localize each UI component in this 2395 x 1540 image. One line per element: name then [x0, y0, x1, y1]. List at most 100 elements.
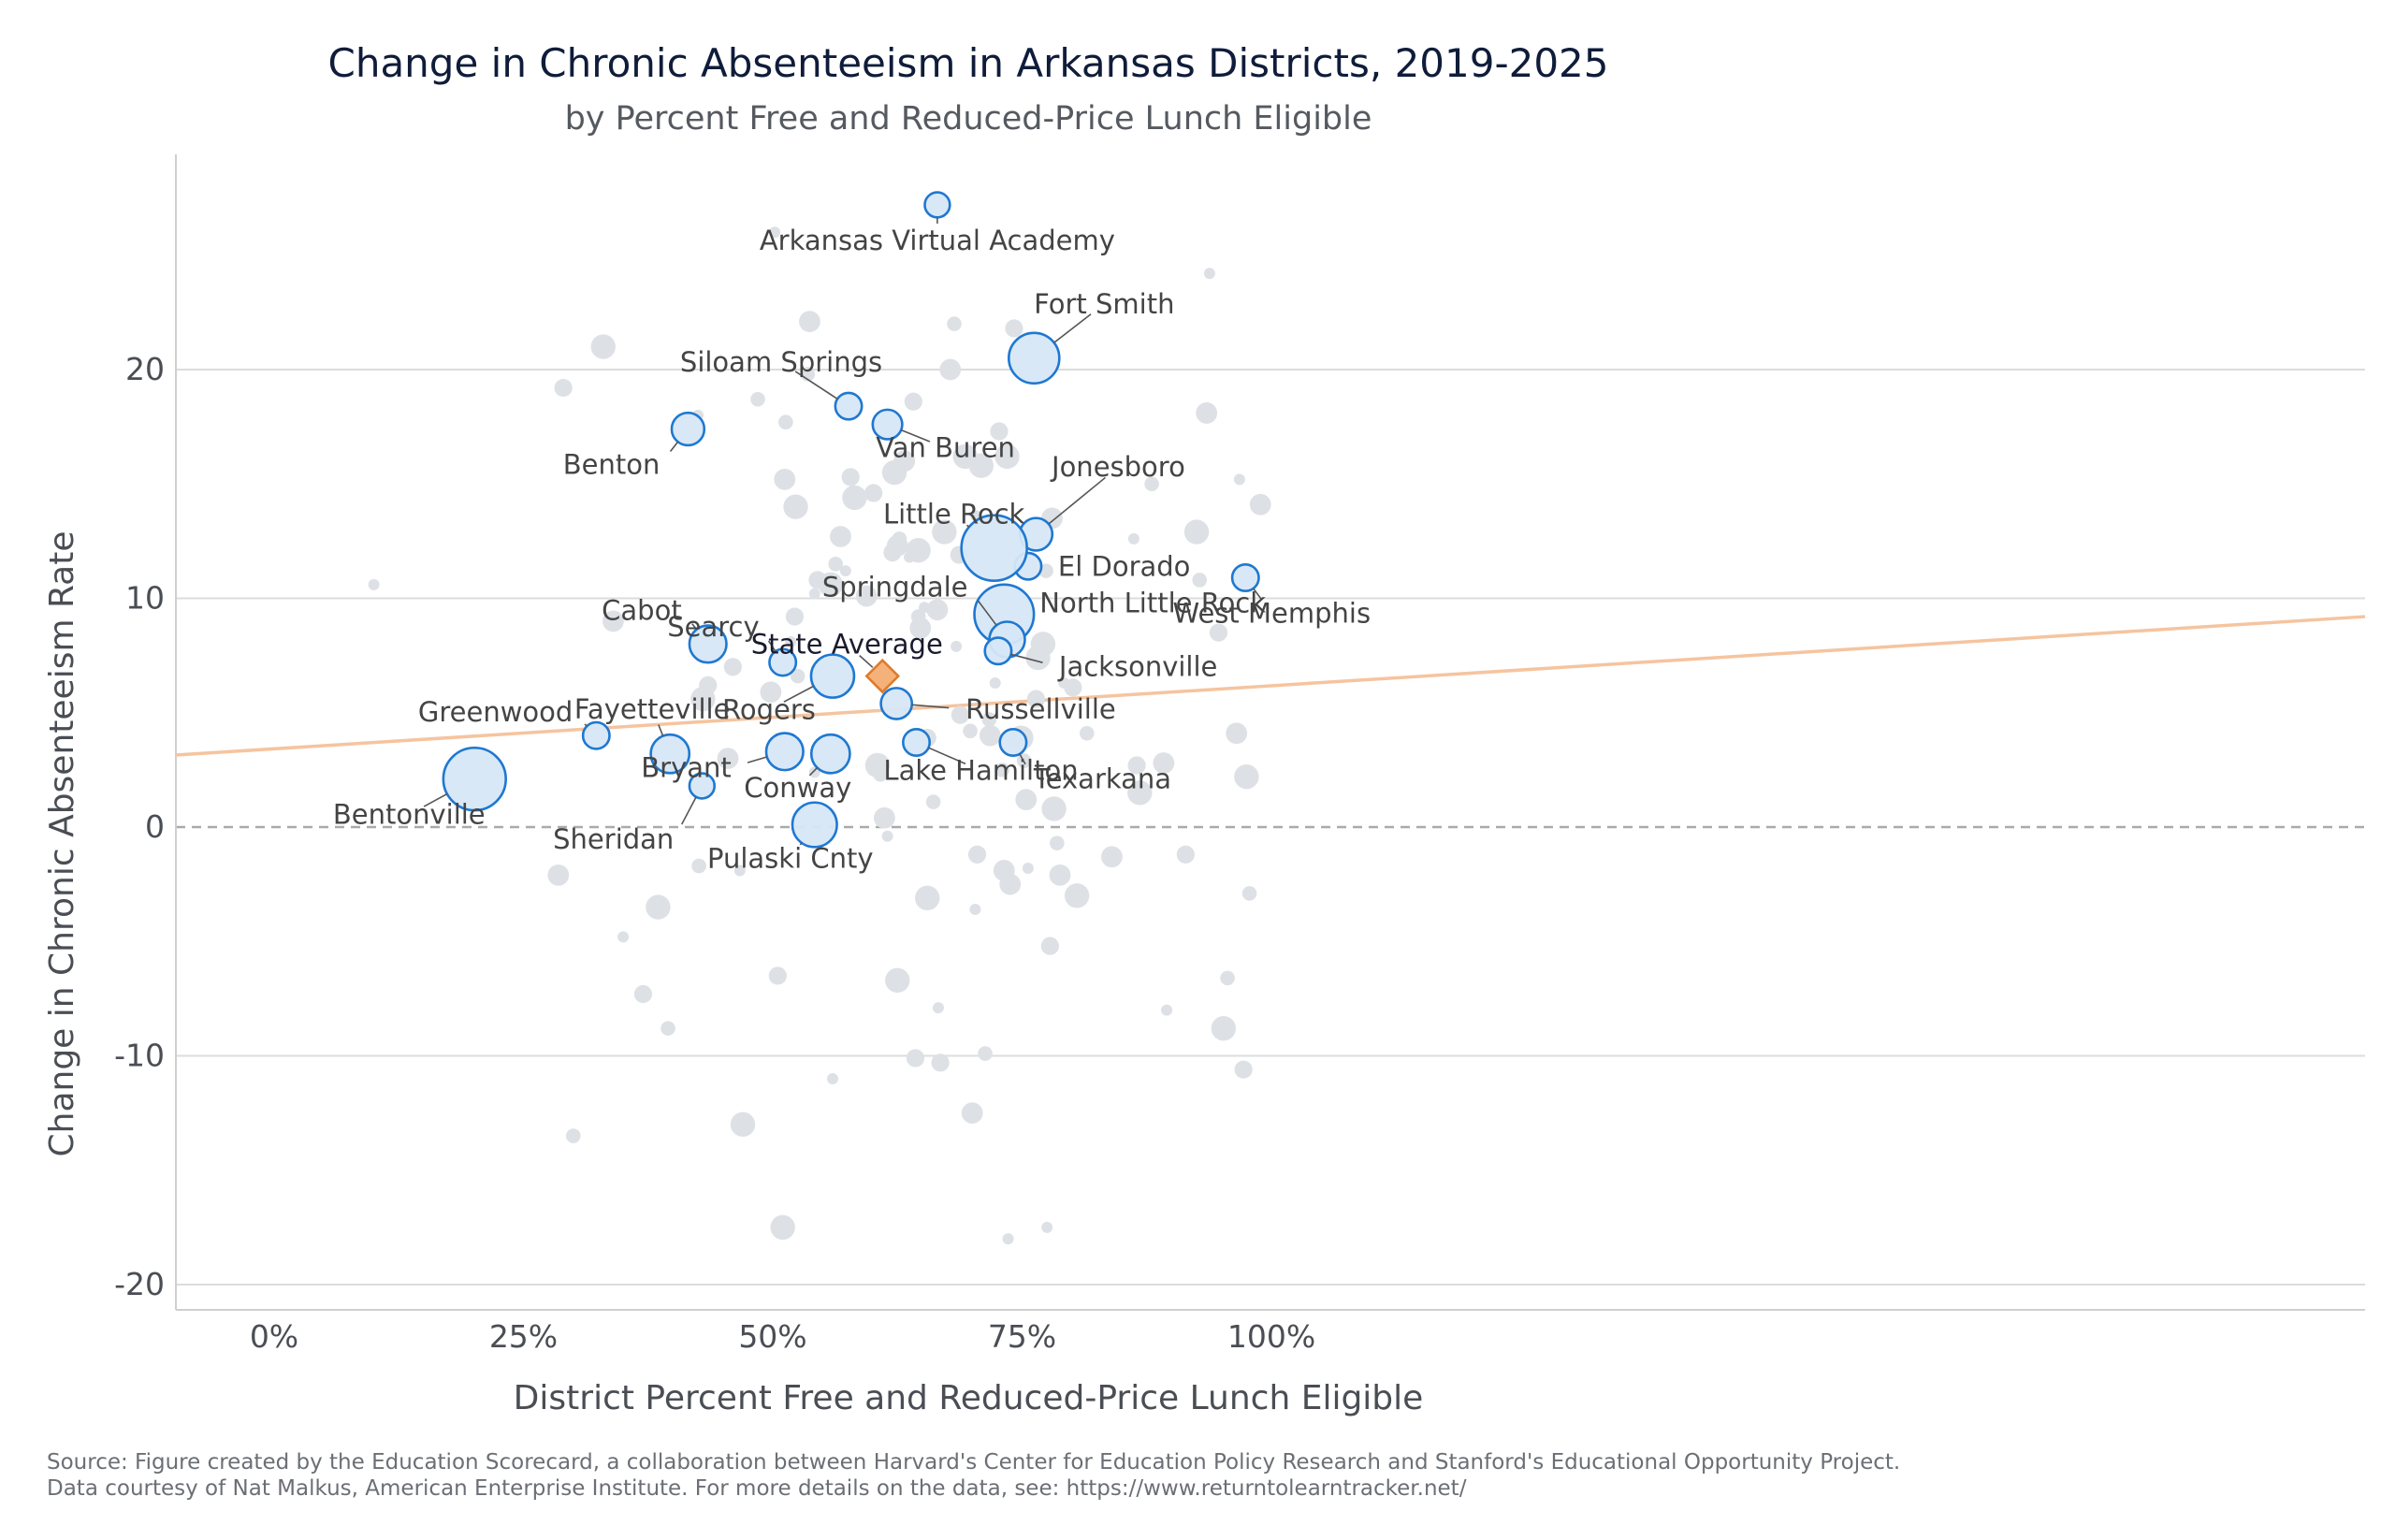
district-point: [1007, 331, 1061, 385]
district-label: North Little Rock: [1039, 588, 1266, 619]
district-point: [923, 191, 951, 219]
background-point: [873, 766, 888, 782]
background-point: [1026, 690, 1046, 708]
background-point: [1203, 268, 1215, 280]
label-leader-line: [808, 766, 819, 777]
background-point: [1211, 1015, 1237, 1041]
background-point: [1015, 789, 1038, 811]
background-point: [1064, 883, 1090, 908]
background-point: [841, 468, 860, 487]
background-point: [932, 519, 957, 545]
district-point: [879, 687, 914, 720]
district-label: Lake Hamilton: [883, 755, 1078, 787]
label-leader-line: [691, 623, 698, 631]
label-leader-line: [900, 429, 931, 443]
source-line-2: Data courtesy of Nat Malkus, American En…: [47, 1476, 1467, 1501]
background-point: [1233, 473, 1245, 486]
background-point: [1209, 623, 1228, 642]
background-point: [1249, 493, 1271, 516]
district-point: [649, 733, 691, 775]
background-point: [1196, 402, 1218, 424]
grid-lines: [176, 369, 2365, 1286]
background-point: [633, 984, 653, 1004]
label-leader-line: [977, 600, 997, 626]
label-leader-line: [859, 655, 874, 668]
background-point: [926, 599, 949, 621]
background-point: [979, 724, 1001, 747]
y-tick-label: 0: [145, 808, 165, 845]
background-point: [1127, 756, 1146, 775]
background-point: [886, 534, 908, 557]
background-point: [1041, 1221, 1053, 1233]
source-line-1: Source: Figure created by the Education …: [47, 1450, 1900, 1475]
chart-title: Change in Chronic Absenteeism in Arkansa…: [328, 40, 1609, 86]
background-point: [1176, 845, 1195, 864]
background-point: [855, 585, 878, 607]
background-point: [932, 1002, 944, 1014]
background-point: [851, 490, 867, 505]
background-point: [925, 794, 941, 809]
district-point: [998, 728, 1028, 758]
background-point: [554, 378, 573, 398]
x-tick-label: 50%: [738, 1318, 806, 1355]
background-point: [909, 617, 932, 639]
background-point: [1005, 319, 1023, 338]
background-point: [778, 414, 793, 430]
background-point: [799, 311, 820, 333]
y-tick-label: -20: [114, 1266, 165, 1302]
background-point: [931, 1053, 950, 1072]
background-point: [717, 748, 739, 770]
background-point: [368, 578, 380, 590]
background-point: [1041, 796, 1067, 821]
background-point: [646, 894, 671, 920]
background-point: [566, 1128, 581, 1143]
background-point: [963, 723, 978, 739]
y-axis-title: Change in Chronic Absenteeism Rate: [43, 530, 81, 1156]
district-labels: Arkansas Virtual Academy Fort Smith Siloam…: [333, 217, 1371, 875]
background-point: [881, 830, 893, 842]
background-point: [690, 686, 716, 712]
label-leader-line: [1010, 653, 1043, 663]
background-point: [994, 443, 1020, 470]
background-point: [904, 392, 922, 411]
district-point: [688, 624, 728, 664]
chart-subtitle: by Percent Free and Reduced-Price Lunch …: [565, 100, 1372, 138]
state-average-marker-group: [864, 658, 901, 694]
background-point: [1153, 752, 1175, 774]
background-point: [808, 588, 820, 600]
label-leader-line: [1053, 313, 1092, 343]
background-point: [1002, 1233, 1014, 1245]
district-point: [960, 514, 1028, 583]
district-label: Van Buren: [876, 432, 1015, 464]
district-label: Rogers: [722, 694, 816, 726]
background-point: [1220, 970, 1235, 986]
background-point: [1064, 678, 1082, 697]
background-point: [723, 658, 742, 676]
tick-labels: 0% 25% 50% 75% 100% -20 -10 0 10 20: [114, 351, 1315, 1355]
district-point: [1230, 562, 1260, 592]
label-leader-line: [783, 685, 815, 703]
background-point: [906, 537, 931, 563]
district-label: Jonesboro: [1050, 451, 1185, 483]
x-tick-label: 0%: [250, 1318, 298, 1355]
background-point: [951, 640, 963, 652]
background-point: [978, 1046, 993, 1061]
label-leader-line: [680, 796, 697, 825]
district-label: Little Rock: [883, 499, 1025, 530]
background-point: [1022, 863, 1034, 875]
district-label: Springdale: [822, 572, 968, 603]
background-point: [769, 226, 781, 239]
background-point: [826, 1072, 838, 1084]
background-point: [733, 864, 746, 877]
background-point: [915, 885, 940, 910]
background-point: [785, 607, 805, 626]
district-label: Conway: [744, 772, 851, 804]
background-point: [947, 316, 962, 331]
label-leader-line: [747, 756, 768, 763]
background-point: [828, 557, 843, 572]
background-point: [1161, 1004, 1173, 1016]
district-point: [809, 733, 851, 775]
district-point: [670, 411, 706, 447]
label-leader-line: [658, 724, 664, 736]
x-tick-label: 75%: [988, 1318, 1056, 1355]
